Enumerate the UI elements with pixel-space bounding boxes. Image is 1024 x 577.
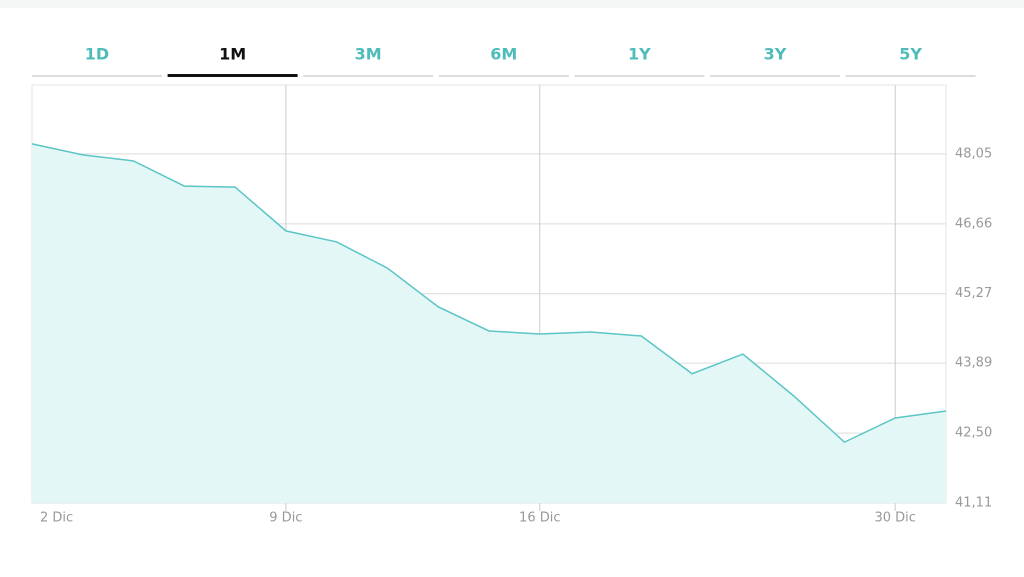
y-tick-label: 41,11 — [955, 496, 992, 511]
tab-underline[interactable] — [303, 75, 434, 77]
tab-underline[interactable] — [845, 75, 976, 77]
tab-label[interactable]: 1D — [85, 45, 109, 64]
x-tick-label: 2 Dic — [40, 511, 73, 526]
y-tick-label: 48,05 — [955, 146, 992, 161]
tab-label[interactable]: 3Y — [764, 45, 787, 64]
tab-label[interactable]: 6M — [490, 45, 517, 64]
tab-underline[interactable] — [574, 75, 705, 77]
tab-underline[interactable] — [32, 75, 162, 77]
tab-label[interactable]: 1M — [219, 45, 246, 64]
x-tick-label: 16 Dic — [519, 511, 560, 526]
y-tick-label: 46,66 — [955, 216, 992, 231]
area-fill — [32, 143, 946, 503]
y-tick-label: 43,89 — [955, 356, 992, 371]
tab-underline[interactable] — [167, 74, 298, 77]
x-tick-label: 30 Dic — [874, 511, 915, 526]
top-strip — [0, 0, 1024, 8]
tab-label[interactable]: 1Y — [628, 45, 651, 64]
tab-label[interactable]: 3M — [355, 45, 382, 64]
x-tick-label: 9 Dic — [269, 511, 302, 526]
price-line — [31, 143, 947, 444]
tab-underline[interactable] — [710, 75, 840, 77]
y-tick-label: 42,50 — [955, 426, 992, 441]
y-tick-label: 45,27 — [955, 286, 992, 301]
tab-underline[interactable] — [438, 75, 569, 77]
tab-label[interactable]: 5Y — [899, 45, 922, 64]
